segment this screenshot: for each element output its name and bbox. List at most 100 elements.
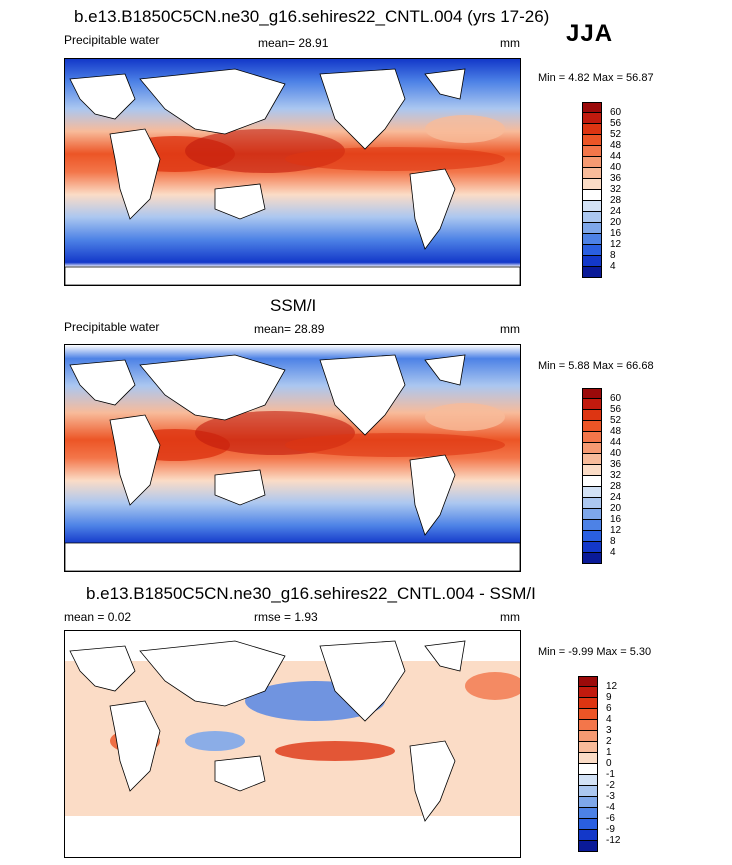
colorbar-label: 16 xyxy=(610,228,622,239)
colorbar-label: 12 xyxy=(610,525,622,536)
colorbar-label: 60 xyxy=(610,393,622,404)
colorbar-swatch xyxy=(582,113,602,124)
colorbar-swatch xyxy=(582,234,602,245)
colorbar-swatch xyxy=(582,124,602,135)
panel1-colorbar: 60 56 52 48 44 40 36 32 28 24 20 16 12 8 4 xyxy=(582,102,621,278)
colorbar-swatch xyxy=(578,841,598,852)
colorbar-swatch xyxy=(578,808,598,819)
panel2-title: SSM/I xyxy=(270,296,317,315)
colorbar-swatch xyxy=(578,753,598,764)
colorbar-label: 48 xyxy=(610,140,622,151)
panel1-units: mm xyxy=(500,36,520,50)
colorbar-label: 36 xyxy=(610,459,622,470)
colorbar-label: 24 xyxy=(610,492,622,503)
colorbar-label: 12 xyxy=(606,681,618,692)
colorbar-swatch xyxy=(582,553,602,564)
colorbar-label: 40 xyxy=(610,162,622,173)
colorbar-label: -9 xyxy=(606,824,615,835)
panel1-minmax: Min = 4.82 Max = 56.87 xyxy=(538,72,654,84)
colorbar-swatch xyxy=(578,775,598,786)
colorbar-swatch xyxy=(582,399,602,410)
panel2-colorbar: 60 56 52 48 44 40 36 32 28 24 20 16 12 8 4 xyxy=(582,388,621,564)
panel3-minmax: Min = -9.99 Max = 5.30 xyxy=(538,646,652,658)
colorbar-swatch xyxy=(578,786,598,797)
colorbar-swatch xyxy=(578,709,598,720)
season-label: JJA xyxy=(566,20,614,47)
panel3-units: mm xyxy=(500,610,520,624)
colorbar-label: 6 xyxy=(606,703,612,714)
colorbar-label: 8 xyxy=(610,536,616,547)
colorbar-label: 3 xyxy=(606,725,612,736)
colorbar-swatch xyxy=(582,201,602,212)
colorbar-label: 12 xyxy=(610,239,622,250)
colorbar-swatch xyxy=(578,764,598,775)
colorbar-label: 32 xyxy=(610,470,622,481)
colorbar-label: 8 xyxy=(610,250,616,261)
colorbar-swatch xyxy=(582,223,602,234)
colorbar-swatch xyxy=(578,797,598,808)
colorbar-swatch xyxy=(582,168,602,179)
colorbar-swatch xyxy=(582,146,602,157)
colorbar-swatch xyxy=(582,498,602,509)
colorbar-swatch xyxy=(582,102,602,113)
colorbar-label: 4 xyxy=(610,261,616,272)
panel3-mean: mean = 0.02 xyxy=(64,610,132,624)
panel3-map xyxy=(64,630,521,858)
colorbar-swatch xyxy=(582,542,602,553)
colorbar-swatch xyxy=(582,476,602,487)
panel3-rmse: rmse = 1.93 xyxy=(254,610,318,624)
colorbar-label: 40 xyxy=(610,448,622,459)
colorbar-swatch xyxy=(582,267,602,278)
panel1-map xyxy=(64,58,521,286)
colorbar-label: 0 xyxy=(606,758,612,769)
colorbar-swatch xyxy=(582,454,602,465)
colorbar-label: 20 xyxy=(610,503,622,514)
panel1-left-label: Precipitable water xyxy=(64,33,160,47)
colorbar-swatch xyxy=(582,531,602,542)
colorbar-label: 24 xyxy=(610,206,622,217)
panel3-title: b.e13.B1850C5CN.ne30_g16.sehires22_CNTL.… xyxy=(86,584,536,603)
colorbar-swatch xyxy=(582,432,602,443)
colorbar-label: 4 xyxy=(606,714,612,725)
colorbar-swatch xyxy=(578,687,598,698)
colorbar-swatch xyxy=(582,443,602,454)
panel2-units: mm xyxy=(500,322,520,336)
colorbar-label: 32 xyxy=(610,184,622,195)
colorbar-label: 44 xyxy=(610,151,622,162)
colorbar-label: 28 xyxy=(610,195,622,206)
colorbar-swatch xyxy=(578,698,598,709)
panel2-minmax: Min = 5.88 Max = 66.68 xyxy=(538,360,654,372)
panel2-left-label: Precipitable water xyxy=(64,320,160,334)
colorbar-label: -6 xyxy=(606,813,615,824)
panel1-mean: mean= 28.91 xyxy=(258,36,329,50)
colorbar-swatch xyxy=(582,421,602,432)
colorbar-swatch xyxy=(582,190,602,201)
colorbar-swatch xyxy=(582,388,602,399)
panel2-map xyxy=(64,344,521,572)
colorbar-swatch xyxy=(582,465,602,476)
colorbar-label: 52 xyxy=(610,129,622,140)
colorbar-swatch xyxy=(578,819,598,830)
colorbar-label: 44 xyxy=(610,437,622,448)
colorbar-swatch xyxy=(582,520,602,531)
colorbar-swatch xyxy=(582,256,602,267)
panel3-colorbar: 12 9 6 4 3 2 1 0 -1 -2 -3 -4 -6 -9 -12 xyxy=(578,676,620,852)
colorbar-swatch xyxy=(582,245,602,256)
colorbar-label: 48 xyxy=(610,426,622,437)
colorbar-label: 9 xyxy=(606,692,612,703)
colorbar-swatch xyxy=(578,742,598,753)
panel1-title: b.e13.B1850C5CN.ne30_g16.sehires22_CNTL.… xyxy=(74,7,550,26)
colorbar-swatch xyxy=(578,676,598,687)
colorbar-label: -4 xyxy=(606,802,615,813)
colorbar-label: 60 xyxy=(610,107,622,118)
colorbar-swatch xyxy=(578,830,598,841)
colorbar-swatch xyxy=(582,509,602,520)
colorbar-label: 20 xyxy=(610,217,622,228)
colorbar-label: -2 xyxy=(606,780,615,791)
colorbar-label: 52 xyxy=(610,415,622,426)
colorbar-swatch xyxy=(578,731,598,742)
panel2-mean: mean= 28.89 xyxy=(254,322,325,336)
colorbar-swatch xyxy=(582,487,602,498)
colorbar-swatch xyxy=(582,212,602,223)
colorbar-label: 2 xyxy=(606,736,612,747)
